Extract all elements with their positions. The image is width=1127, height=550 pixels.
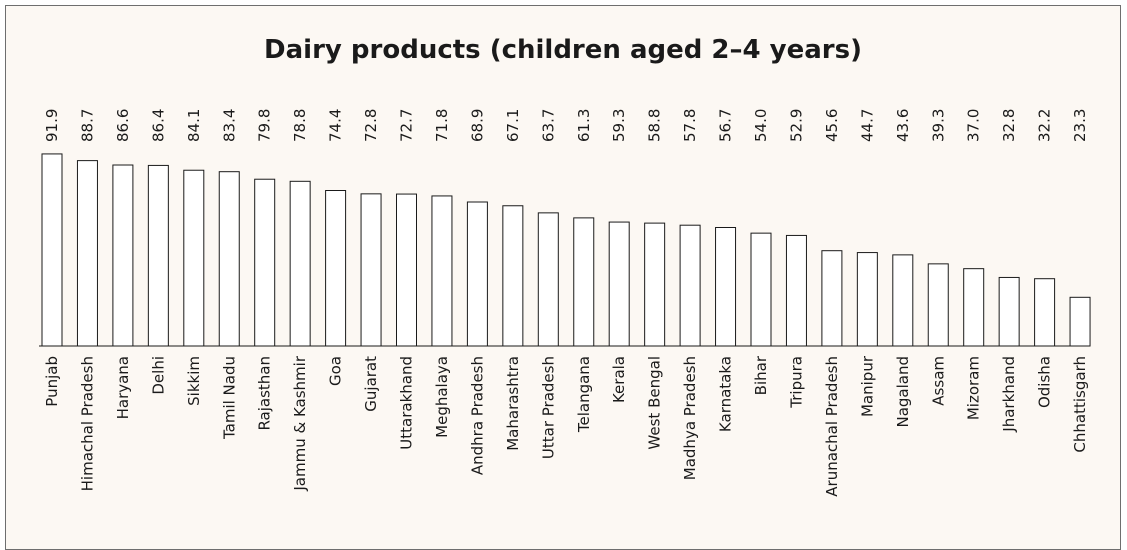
- bar-value-label: 37.0: [965, 109, 983, 142]
- bar: [41, 153, 63, 347]
- bar-value-label: 61.3: [575, 109, 593, 142]
- category-label: Nagaland: [894, 356, 912, 428]
- category-label: West Bengal: [646, 356, 664, 450]
- category-label: Arunachal Pradesh: [823, 356, 841, 497]
- bar: [254, 178, 276, 347]
- bar: [112, 164, 134, 347]
- bar: [466, 201, 488, 347]
- category-label: Meghalaya: [433, 356, 451, 438]
- bar-value-label: 59.3: [610, 109, 628, 142]
- bar-value-label: 91.9: [43, 109, 61, 142]
- category-label: Uttar Pradesh: [539, 356, 557, 459]
- bar: [396, 193, 417, 347]
- bar-value-label: 71.8: [433, 109, 451, 142]
- bar-value-label: 63.7: [539, 109, 557, 142]
- bar-value-label: 72.7: [398, 109, 416, 142]
- category-label: Rajasthan: [256, 356, 274, 431]
- bar-value-label: 86.4: [149, 109, 167, 142]
- bar-value-label: 56.7: [717, 109, 735, 142]
- bar: [715, 226, 737, 347]
- bar-value-label: 83.4: [220, 109, 238, 142]
- bar-value-label: 44.7: [858, 109, 876, 142]
- bar-value-label: 86.6: [114, 109, 132, 142]
- bar-value-label: 84.1: [185, 109, 203, 142]
- bar-value-label: 39.3: [929, 109, 947, 142]
- bar-value-label: 88.7: [78, 109, 96, 142]
- category-label: Tripura: [787, 356, 805, 409]
- bar: [147, 164, 169, 347]
- bar: [502, 205, 524, 347]
- bar: [821, 250, 843, 347]
- category-label: Maharashtra: [504, 356, 522, 451]
- bar: [289, 180, 311, 347]
- category-label: Jharkhand: [1000, 356, 1018, 433]
- bar-value-label: 74.4: [327, 109, 345, 142]
- category-label: Telangana: [575, 356, 593, 433]
- category-label: Sikkim: [185, 356, 203, 406]
- category-label: Tamil Nadu: [220, 356, 238, 440]
- bar: [785, 234, 807, 347]
- bar-value-label: 54.0: [752, 109, 770, 142]
- bar: [998, 276, 1020, 347]
- chart-title: Dairy products (children aged 2–4 years): [264, 35, 862, 65]
- category-label: Karnataka: [717, 356, 735, 432]
- bar-value-label: 32.8: [1000, 109, 1018, 142]
- chart-frame: Dairy products (children aged 2–4 years)…: [5, 5, 1121, 550]
- bar: [679, 224, 701, 347]
- bar-value-label: 68.9: [468, 109, 486, 142]
- category-label: Jammu & Kashmir: [291, 355, 309, 491]
- category-label: Uttarakhand: [398, 356, 416, 450]
- category-label: Odisha: [1036, 356, 1054, 408]
- value-labels-group: 91.9 88.7 86.6 86.4 84.1 83.4 79.8 78.8 74.4 72.8…: [43, 109, 1089, 142]
- bar-value-label: 32.2: [1036, 109, 1054, 142]
- category-label: Chhattisgarh: [1071, 356, 1089, 453]
- bar: [963, 268, 985, 347]
- bar: [325, 190, 347, 347]
- bar-value-label: 52.9: [787, 109, 805, 142]
- category-label: Madhya Pradesh: [681, 356, 699, 480]
- bar: [1034, 278, 1056, 347]
- bar: [76, 160, 98, 347]
- bar-value-label: 72.8: [362, 109, 380, 142]
- bars-group: [41, 153, 1091, 347]
- category-label: Himachal Pradesh: [78, 356, 96, 491]
- bar: [856, 252, 878, 347]
- category-label: Punjab: [43, 356, 61, 407]
- bar: [750, 232, 772, 347]
- category-label: Bihar: [752, 355, 770, 395]
- bar: [218, 171, 240, 347]
- category-label: Delhi: [149, 356, 167, 395]
- category-label: Goa: [327, 356, 345, 386]
- bar-value-label: 45.6: [823, 109, 841, 142]
- category-label: Gujarat: [362, 356, 380, 412]
- bar-value-label: 57.8: [681, 109, 699, 142]
- category-label: Manipur: [858, 355, 876, 417]
- bar: [1069, 296, 1091, 347]
- bar-value-label: 58.8: [646, 109, 664, 142]
- category-label: Mizoram: [965, 356, 983, 420]
- bar: [644, 222, 666, 347]
- category-label: Andhra Pradesh: [468, 356, 486, 475]
- bar-value-label: 78.8: [291, 109, 309, 142]
- bar-value-label: 67.1: [504, 109, 522, 142]
- bar: [927, 263, 949, 347]
- bar: [431, 195, 453, 347]
- bar: [183, 169, 205, 347]
- bar-value-label: 23.3: [1071, 109, 1089, 142]
- bar-value-label: 79.8: [256, 109, 274, 142]
- bar: [360, 193, 382, 347]
- bar-value-label: 43.6: [894, 109, 912, 142]
- category-label: Assam: [929, 356, 947, 406]
- bar: [573, 217, 595, 347]
- bar: [608, 221, 630, 347]
- bar-chart: Dairy products (children aged 2–4 years)…: [39, 35, 1091, 497]
- bar: [892, 254, 914, 347]
- category-label: Kerala: [610, 356, 628, 403]
- category-label: Haryana: [114, 356, 132, 419]
- category-labels-group: Punjab Himachal Pradesh Haryana Delhi Sikkim…: [43, 355, 1089, 497]
- bar: [537, 212, 559, 347]
